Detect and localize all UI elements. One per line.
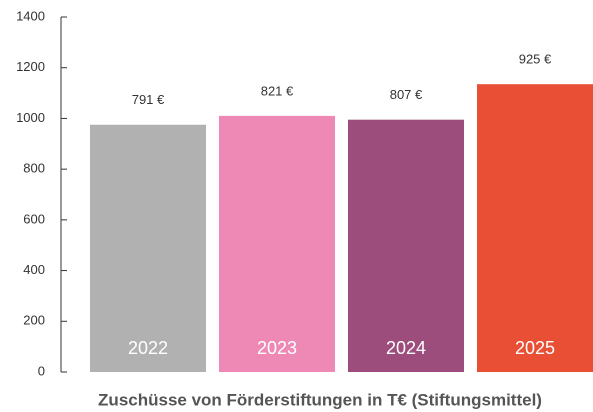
y-tick-label: 400 <box>23 262 45 277</box>
y-tick-label: 800 <box>23 161 45 176</box>
y-tick-label: 1000 <box>16 110 45 125</box>
annotation: 791 € <box>132 92 165 107</box>
x-tick-label: 2022 <box>128 338 168 358</box>
annotation: 925 € <box>519 52 552 67</box>
annotation: 807 € <box>390 87 423 102</box>
y-tick-label: 1200 <box>16 59 45 74</box>
y-tick-label: 0 <box>38 363 45 378</box>
bar <box>219 115 335 373</box>
y-tick-label: 600 <box>23 211 45 226</box>
y-tick-label: 1400 <box>16 8 45 23</box>
chart-title: Zuschüsse von Förderstiftungen in T€ (St… <box>98 390 542 409</box>
x-tick-label: 2025 <box>515 338 555 358</box>
annotation: 821 € <box>261 83 294 98</box>
x-tick-label: 2024 <box>386 338 426 358</box>
y-tick-label: 200 <box>23 313 45 328</box>
bar <box>348 119 464 372</box>
bar <box>90 124 206 373</box>
x-tick-label: 2023 <box>257 338 297 358</box>
bar <box>477 84 593 373</box>
